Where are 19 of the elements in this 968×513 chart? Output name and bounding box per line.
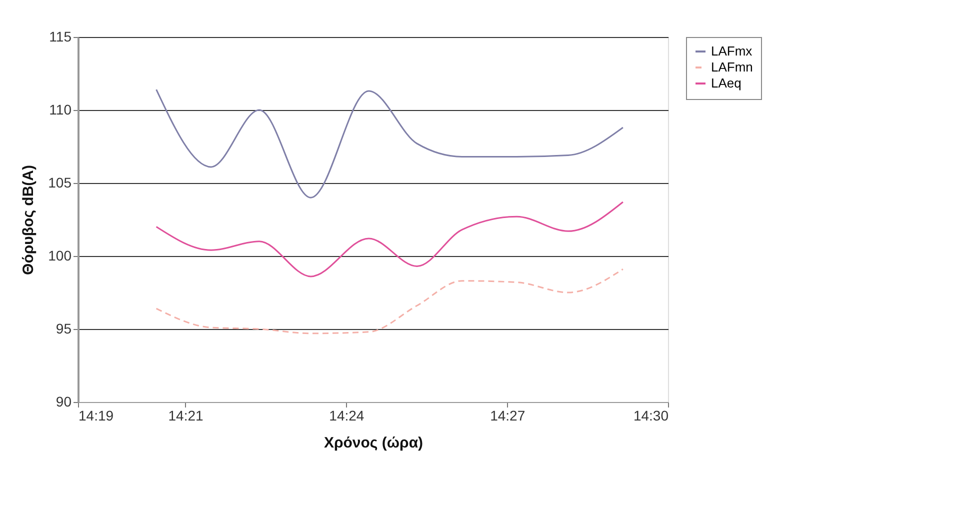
y-tick-label: 105 [48,174,72,190]
y-tick-label: 90 [56,394,72,410]
y-tick-label: 95 [56,320,72,336]
legend-label: LAeq [711,76,742,90]
line-series [156,268,624,334]
x-tick-label: 14:27 [490,408,526,424]
legend-label: LAFmx [711,44,753,58]
x-axis-title: Χρόνος (ώρα) [324,434,424,452]
y-tick-label: 100 [48,248,72,264]
legend-label: LAFmn [711,60,753,74]
x-tick-label: 14:21 [168,408,204,424]
y-tick-label: 115 [49,28,72,44]
x-tick-label: 14:30 [633,408,669,424]
line-series [156,201,624,278]
y-tick-label: 110 [49,102,72,118]
line-series [156,88,624,198]
x-tick-label: 14:19 [78,408,114,424]
x-tick-label: 14:24 [329,408,364,424]
y-axis-title: Θόρυβος dB(A) [20,165,38,275]
